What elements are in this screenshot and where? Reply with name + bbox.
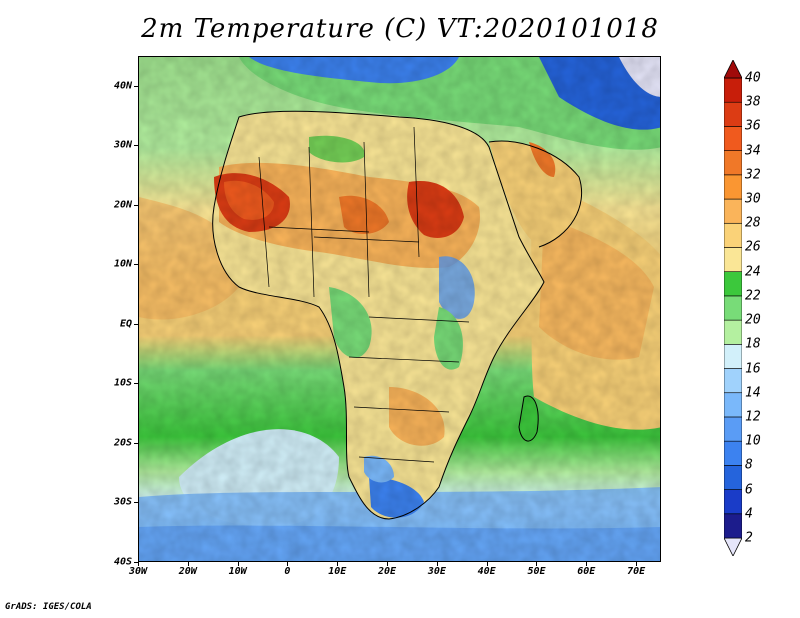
lon-tick (337, 562, 339, 566)
colorbar-label-36: 36 (745, 118, 761, 134)
lat-label-30S: 30S (113, 496, 132, 508)
colorbar-box (724, 440, 742, 466)
temperature-map (138, 56, 661, 562)
colorbar-box (724, 77, 742, 103)
colorbar-box (724, 344, 742, 369)
colorbar-box (724, 271, 742, 297)
lat-label-10N: 10N (113, 258, 132, 270)
lon-tick (187, 562, 189, 566)
lon-tick (586, 562, 588, 566)
lon-label-10W: 10W (228, 566, 247, 577)
lon-label-30W: 30W (128, 566, 148, 577)
lat-tick (134, 264, 138, 266)
lon-tick (287, 562, 289, 566)
colorbar-box (724, 126, 742, 151)
colorbar-label-18: 18 (745, 336, 761, 352)
colorbar-box (724, 489, 742, 515)
colorbar-label-16: 16 (745, 361, 761, 377)
lat-tick (134, 204, 138, 206)
lat-label-20N: 20N (113, 199, 132, 211)
colorbar-label-28: 28 (745, 215, 761, 231)
colorbar-label-20: 20 (745, 312, 761, 328)
colorbar-box (724, 150, 742, 176)
lat-tick (134, 502, 138, 504)
colorbar-box (724, 247, 742, 272)
colorbar-label-40: 40 (745, 70, 761, 86)
colorbar-label-14: 14 (745, 385, 761, 401)
lon-label-60E: 60E (577, 566, 596, 577)
colorbar-label-38: 38 (745, 94, 761, 110)
lon-label-40E: 40E (477, 566, 496, 577)
colorbar-box (724, 101, 742, 127)
lon-tick (436, 562, 438, 566)
colorbar-box (724, 416, 742, 442)
colorbar (724, 60, 742, 556)
colorbar-label-22: 22 (745, 288, 761, 304)
colorbar-label-4: 4 (745, 506, 753, 522)
lon-label-30E: 30E (427, 566, 446, 577)
lat-tick (134, 85, 138, 87)
arabia-coastline (488, 140, 583, 248)
colorbar-label-8: 8 (745, 457, 753, 473)
colorbar-box (724, 368, 742, 394)
colorbar-box (724, 513, 742, 539)
lat-tick (134, 383, 138, 385)
lon-label-20W: 20W (178, 566, 197, 577)
lon-tick (237, 562, 239, 566)
colorbar-label-26: 26 (745, 239, 761, 255)
lon-tick (536, 562, 538, 566)
lon-label-10E: 10E (328, 566, 347, 577)
lat-tick (134, 323, 138, 325)
colorbar-box (724, 392, 742, 418)
colorbar-label-30: 30 (745, 191, 761, 207)
lon-tick (636, 562, 638, 566)
colorbar-label-2: 2 (745, 530, 753, 546)
lat-tick (134, 562, 138, 563)
lat-label-40S: 40S (113, 556, 132, 568)
map-svg (139, 57, 660, 561)
colorbar-label-10: 10 (745, 433, 761, 449)
lat-label-20S: 20S (113, 437, 132, 449)
colorbar-label-34: 34 (745, 143, 761, 159)
colorbar-label-24: 24 (745, 264, 761, 280)
colorbar-label-32: 32 (745, 167, 761, 183)
lat-label-30N: 30N (113, 139, 132, 151)
texture-overlay (139, 57, 660, 561)
lon-label-0: 0 (284, 566, 291, 577)
colorbar-label-6: 6 (745, 482, 753, 498)
chart-title: 2m Temperature (C) VT:2020101018 (141, 14, 659, 44)
lon-tick (138, 562, 139, 566)
colorbar-box (724, 174, 742, 200)
lon-label-50E: 50E (527, 566, 546, 577)
lat-label-10S: 10S (113, 377, 132, 389)
grads-credit: GrADS: IGES/COLA (5, 602, 92, 612)
colorbar-box (724, 295, 742, 321)
colorbar-box (724, 198, 742, 224)
lon-label-20E: 20E (378, 566, 397, 577)
colorbar-high-arrow (724, 60, 742, 79)
colorbar-box (724, 465, 742, 490)
colorbar-box (724, 319, 742, 345)
lat-label-40N: 40N (113, 80, 132, 92)
colorbar-box (724, 222, 742, 248)
lat-tick (134, 145, 138, 147)
africa-coastline (212, 110, 545, 520)
lat-label-EQ: EQ (119, 318, 132, 330)
lon-tick (486, 562, 488, 566)
country-borders (258, 126, 470, 463)
lon-label-70E: 70E (627, 566, 646, 577)
lon-tick (387, 562, 389, 566)
madagascar-coastline (518, 395, 539, 442)
colorbar-low-arrow (724, 537, 742, 556)
lat-tick (134, 442, 138, 444)
colorbar-label-12: 12 (745, 409, 761, 425)
